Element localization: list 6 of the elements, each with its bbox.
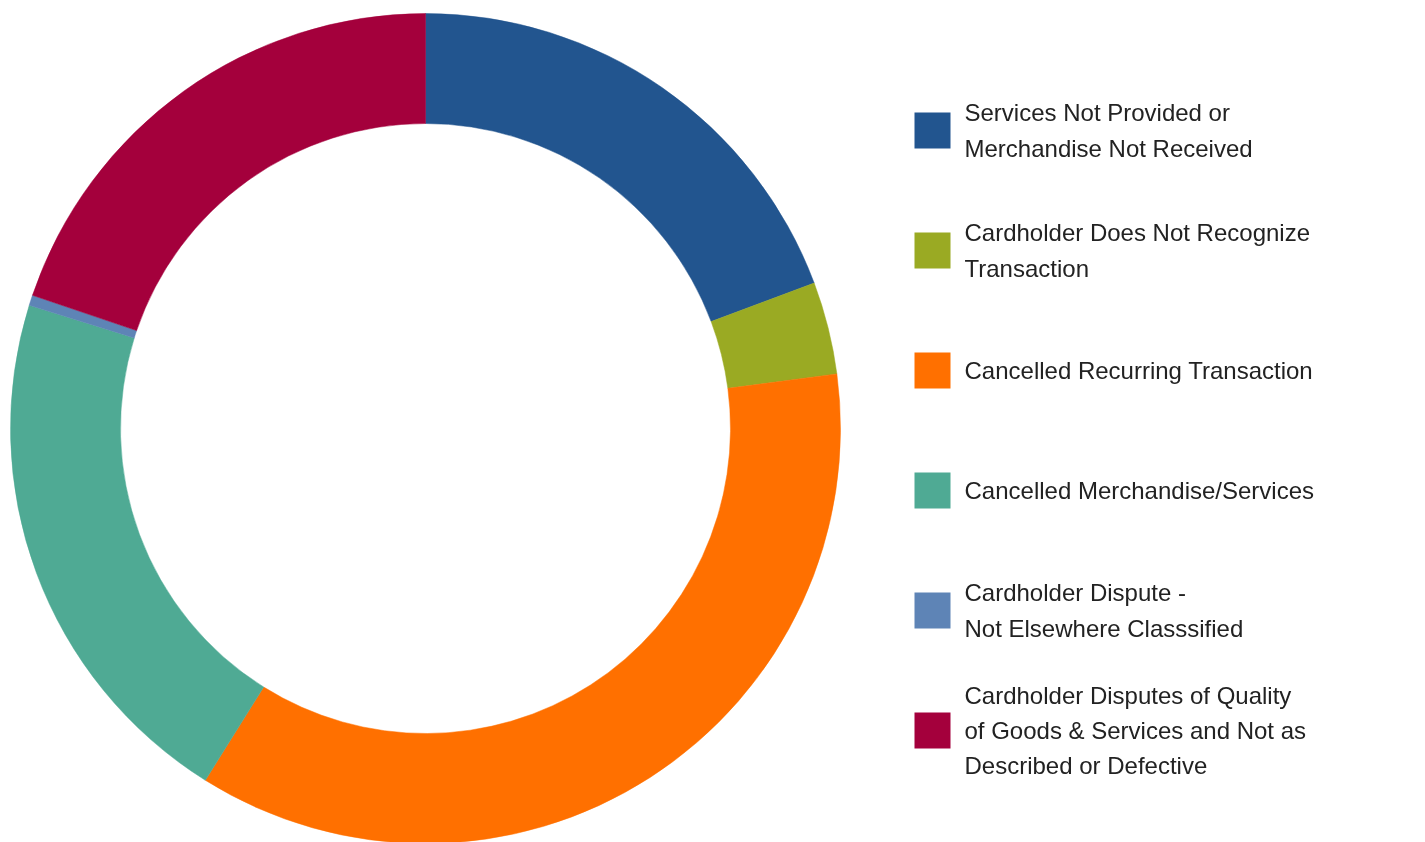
legend-label: Cancelled Merchandise/Services (964, 477, 1314, 504)
legend-label: Cancelled Recurring Transaction (964, 357, 1313, 384)
legend-label: Services Not Provided or Merchandise Not Received (964, 99, 1253, 162)
legend-label: Cardholder Disputes of Quality of Goods & Services and Not as Described or Defective (964, 681, 1307, 780)
legend-label: Cardholder Does Not Recognize Transaction (964, 219, 1311, 282)
legend-label: Cardholder Dispute - Not Elsewhere Classsified (964, 579, 1244, 642)
